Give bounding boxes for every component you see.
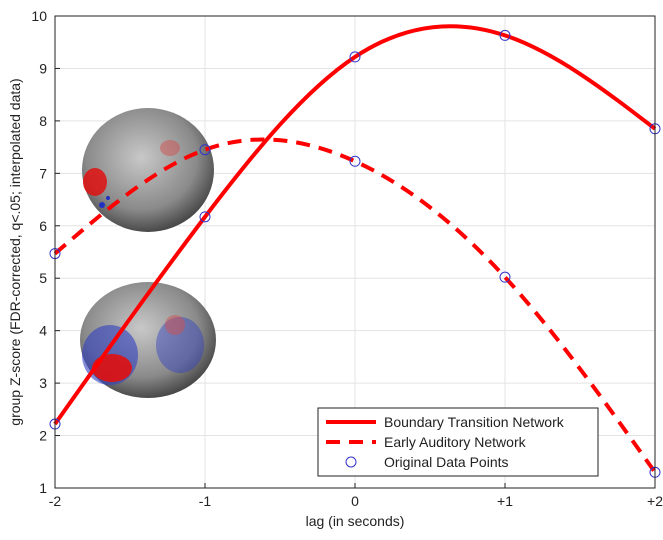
- x-tick-label: -2: [49, 493, 62, 509]
- brain-top: [82, 108, 214, 232]
- x-tick-label: -1: [199, 493, 212, 509]
- legend: Boundary Transition Network Early Auditor…: [317, 407, 599, 477]
- legend-label: Original Data Points: [384, 454, 509, 470]
- y-tick-label: 2: [39, 428, 47, 444]
- series-line: [53, 24, 657, 426]
- data-point: [499, 271, 511, 283]
- data-point: [499, 29, 511, 41]
- data-point: [199, 144, 211, 156]
- legend-label: Early Auditory Network: [384, 434, 527, 450]
- y-tick-label: 4: [39, 323, 47, 339]
- y-axis-label: group Z-score (FDR-corrected, q<.05; int…: [7, 78, 23, 425]
- y-tick-label: 1: [39, 480, 47, 496]
- data-point: [349, 155, 361, 167]
- y-tick-label: 5: [39, 270, 47, 286]
- y-tick-label: 3: [39, 375, 47, 391]
- y-tick-label: 6: [39, 218, 47, 234]
- brain-bottom: [80, 282, 216, 398]
- y-tick-label: 10: [31, 8, 47, 24]
- x-tick-label: 0: [351, 493, 359, 509]
- x-tick-label: +1: [497, 493, 513, 509]
- data-point: [199, 211, 211, 223]
- y-tick-label: 9: [39, 60, 47, 76]
- data-point: [349, 51, 361, 63]
- axes-frame: [54, 15, 656, 489]
- y-tick-label: 7: [39, 165, 47, 181]
- x-tick-label: +2: [647, 493, 663, 509]
- legend-label: Boundary Transition Network: [384, 414, 565, 430]
- legend-swatch: [345, 456, 357, 468]
- legend-box: [317, 407, 599, 477]
- x-axis-label: lag (in seconds): [306, 513, 405, 529]
- y-tick-label: 8: [39, 113, 47, 129]
